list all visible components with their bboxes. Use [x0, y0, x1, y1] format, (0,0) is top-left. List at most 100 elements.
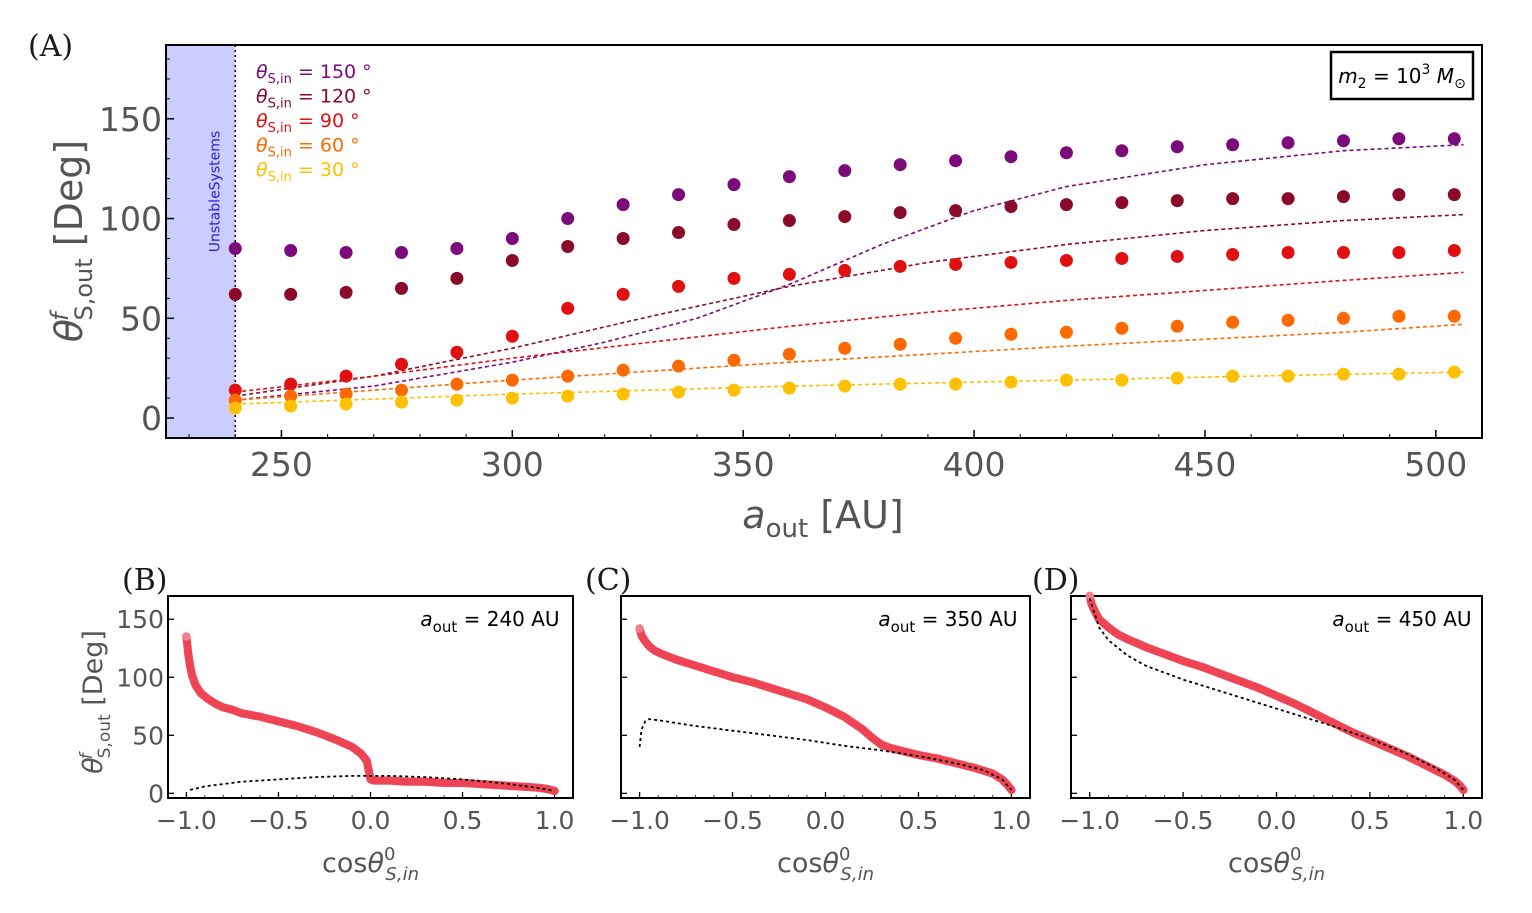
data-point-series-3: [1392, 309, 1406, 323]
data-point-series-0: [394, 245, 408, 259]
data-point-series-3: [782, 347, 796, 361]
data-point-series-1: [838, 210, 852, 224]
data-point-series-4: [284, 399, 298, 413]
aout-annotation: a_out = 350 AUaout = 350 AU: [878, 607, 1017, 636]
data-point-series-4: [450, 393, 464, 407]
data-point-series-1: [561, 239, 575, 253]
data-point-series-2: [1170, 249, 1184, 263]
y-tick-label: 50: [120, 299, 162, 338]
mass-annotation: m2 = 10^3 M⊙m2 = 103 M⊙: [1338, 62, 1466, 92]
data-point-series-2: [1059, 253, 1073, 267]
data-point-series-2: [228, 383, 242, 397]
data-point-series-0: [893, 158, 907, 172]
x-tick-label: 0.0: [806, 806, 846, 835]
aout-annotation: a_out = 240 AU aout = 240 AU: [420, 607, 559, 636]
data-point-series-2: [838, 263, 852, 277]
data-point-series-2: [505, 329, 519, 343]
data-point-series-1: [1447, 188, 1461, 202]
data-point: [1085, 591, 1094, 601]
data-point-series-4: [1392, 367, 1406, 381]
y-tick-label: 50: [132, 721, 164, 750]
data-point-series-0: [561, 212, 575, 226]
data-point-series-0: [782, 170, 796, 184]
data-point-series-2: [450, 345, 464, 359]
y-tick-label: 150: [116, 605, 164, 634]
data-point-series-4: [893, 377, 907, 391]
data-point-series-3: [1336, 311, 1350, 325]
data-point-series-4: [1059, 373, 1073, 387]
x-tick-label: 0.5: [1350, 806, 1390, 835]
data-point-series-4: [838, 379, 852, 393]
x-tick-label: 450: [1173, 445, 1236, 484]
data-point-series-0: [949, 154, 963, 168]
y-tick-label: 0: [148, 779, 164, 808]
x-tick-label: −1.0: [609, 806, 670, 835]
data-point-series-2: [561, 301, 575, 315]
fit-curve-1: [235, 213, 1464, 397]
data-point: [182, 632, 191, 641]
data-point: [635, 624, 644, 633]
data-point-series-1: [394, 281, 408, 295]
x-tick-label: 400: [943, 445, 1006, 484]
data-point-series-0: [1392, 132, 1406, 146]
data-point-series-1: [616, 232, 630, 246]
x-tick-label: 0.5: [443, 806, 483, 835]
data-point-series-0: [450, 241, 464, 255]
panel-label: (B): [122, 563, 167, 598]
data-point-series-1: [1226, 192, 1240, 206]
data-point-series-1: [450, 271, 464, 285]
data-point-series-2: [339, 369, 353, 383]
data-point-series-2: [1115, 251, 1129, 265]
data-point-series-3: [949, 331, 963, 345]
x-tick-label: 1.0: [535, 806, 575, 835]
data-point-series-0: [1226, 138, 1240, 152]
plot-frame-a: [165, 44, 1483, 439]
legend-entry-2: θS,in = 90 °θS,in = 90 °: [256, 110, 360, 136]
data-point-series-4: [1336, 367, 1350, 381]
data-point-series-3: [561, 369, 575, 383]
analytic-curve: [638, 718, 1013, 791]
data-point-series-1: [672, 226, 686, 240]
y-tick-label: 150: [99, 100, 162, 139]
data-point-series-4: [727, 383, 741, 397]
data-point-series-1: [1281, 192, 1295, 206]
x-tick-label: 250: [250, 445, 313, 484]
data-point-series-2: [949, 257, 963, 271]
data-point-series-4: [782, 381, 796, 395]
data-point-series-3: [394, 383, 408, 397]
x-tick-label: 300: [481, 445, 544, 484]
legend-entry-3: θS,in = 60 °θS,in = 60 °: [256, 135, 360, 161]
data-point-series-1: [339, 285, 353, 299]
panel-c: −1.0 −0.5 0.0 0.5 1.0 a_out = 350 AUaout = 35…: [585, 563, 1031, 885]
mass-annotation-box: [1329, 50, 1475, 101]
data-point-series-4: [949, 377, 963, 391]
data-point-series-0: [505, 232, 519, 246]
x-axis-title: cosθ^0_S,incosθ0 S,in: [1228, 844, 1325, 885]
data-point-series-1: [727, 218, 741, 232]
data-point-series-3: [505, 373, 519, 387]
data-point-series-1: [228, 287, 242, 301]
data-point-series-0: [1115, 144, 1129, 158]
data-point-series-4: [561, 389, 575, 403]
data-point-series-4: [1115, 373, 1129, 387]
data-point-series-3: [284, 389, 298, 403]
data-point-series-0: [1170, 140, 1184, 154]
data-point-series-2: [616, 287, 630, 301]
data-point-series-1: [1004, 200, 1018, 214]
data-point-series-0: [1004, 150, 1018, 164]
y-axis-title: θ^f_S,out [Deg]θfS,out [Deg]: [77, 630, 115, 774]
data-point-series-3: [1170, 319, 1184, 333]
data-point-series-4: [1170, 371, 1184, 385]
data-point-series-2: [394, 357, 408, 371]
x-axis-title: cosθ^0_S,incosθ0 S,in: [322, 844, 419, 885]
data-point-series-3: [672, 359, 686, 373]
data-point-series-2: [1004, 255, 1018, 269]
data-point-series-3: [1447, 309, 1461, 323]
data-point-series-0: [616, 198, 630, 212]
analytic-curve: [189, 775, 555, 792]
data-point-series-2: [1281, 245, 1295, 259]
data-point-series-3: [339, 387, 353, 401]
x-axis-title: cosθ^0_S,incosθ0 S,in: [777, 844, 874, 885]
data-point-series-0: [727, 178, 741, 192]
